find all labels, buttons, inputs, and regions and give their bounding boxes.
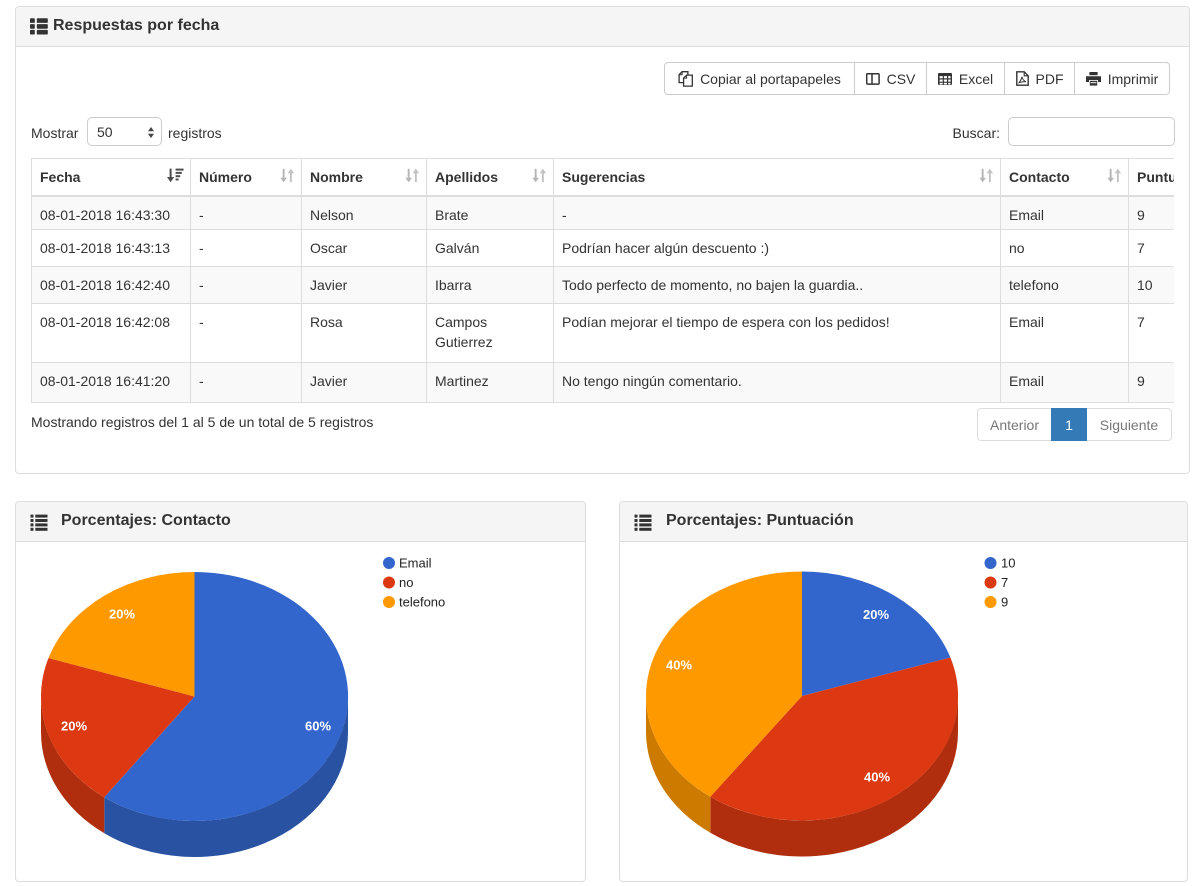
svg-text:Email: Email [399, 556, 432, 571]
svg-text:60%: 60% [305, 719, 331, 734]
svg-text:telefono: telefono [399, 595, 445, 610]
svg-text:20%: 20% [109, 607, 135, 622]
svg-text:40%: 40% [666, 658, 692, 673]
svg-text:40%: 40% [864, 770, 890, 785]
svg-text:7: 7 [1001, 575, 1008, 590]
svg-text:20%: 20% [61, 719, 87, 734]
svg-text:20%: 20% [863, 607, 889, 622]
svg-text:no: no [399, 575, 413, 590]
svg-text:9: 9 [1001, 595, 1008, 610]
svg-text:10: 10 [1001, 556, 1015, 571]
